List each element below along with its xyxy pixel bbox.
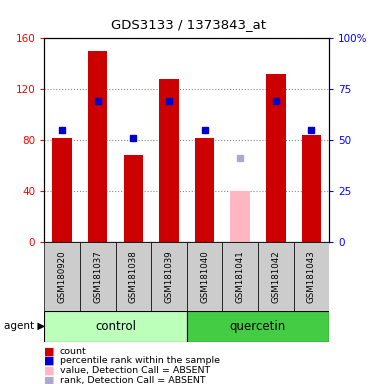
- Text: ■: ■: [44, 366, 55, 376]
- Bar: [80, 242, 116, 311]
- Bar: [44, 242, 80, 311]
- Bar: [230, 191, 250, 242]
- Text: ■: ■: [44, 356, 55, 366]
- Text: GSM181038: GSM181038: [129, 250, 138, 303]
- Text: control: control: [95, 320, 136, 333]
- Bar: [151, 242, 187, 311]
- Bar: [293, 242, 329, 311]
- Bar: [52, 137, 72, 242]
- Text: GDS3133 / 1373843_at: GDS3133 / 1373843_at: [111, 18, 266, 31]
- Bar: [195, 137, 214, 242]
- Bar: [223, 242, 258, 311]
- Text: GSM181040: GSM181040: [200, 250, 209, 303]
- Bar: [116, 242, 151, 311]
- Text: count: count: [60, 347, 86, 356]
- Bar: [187, 242, 223, 311]
- Text: ■: ■: [44, 346, 55, 356]
- Bar: [159, 79, 179, 242]
- Bar: [266, 74, 286, 242]
- Text: GSM181037: GSM181037: [93, 250, 102, 303]
- Bar: [44, 311, 187, 342]
- Text: GSM181043: GSM181043: [307, 250, 316, 303]
- Text: GSM181041: GSM181041: [236, 250, 244, 303]
- Bar: [88, 51, 107, 242]
- Text: quercetin: quercetin: [230, 320, 286, 333]
- Bar: [258, 242, 294, 311]
- Text: agent ▶: agent ▶: [4, 321, 45, 331]
- Text: GSM180920: GSM180920: [58, 250, 67, 303]
- Text: value, Detection Call = ABSENT: value, Detection Call = ABSENT: [60, 366, 210, 375]
- Bar: [301, 135, 321, 242]
- Text: ■: ■: [44, 375, 55, 384]
- Text: GSM181042: GSM181042: [271, 250, 280, 303]
- Text: percentile rank within the sample: percentile rank within the sample: [60, 356, 220, 366]
- Text: rank, Detection Call = ABSENT: rank, Detection Call = ABSENT: [60, 376, 205, 384]
- Text: GSM181039: GSM181039: [164, 250, 173, 303]
- Bar: [187, 311, 329, 342]
- Bar: [124, 156, 143, 242]
